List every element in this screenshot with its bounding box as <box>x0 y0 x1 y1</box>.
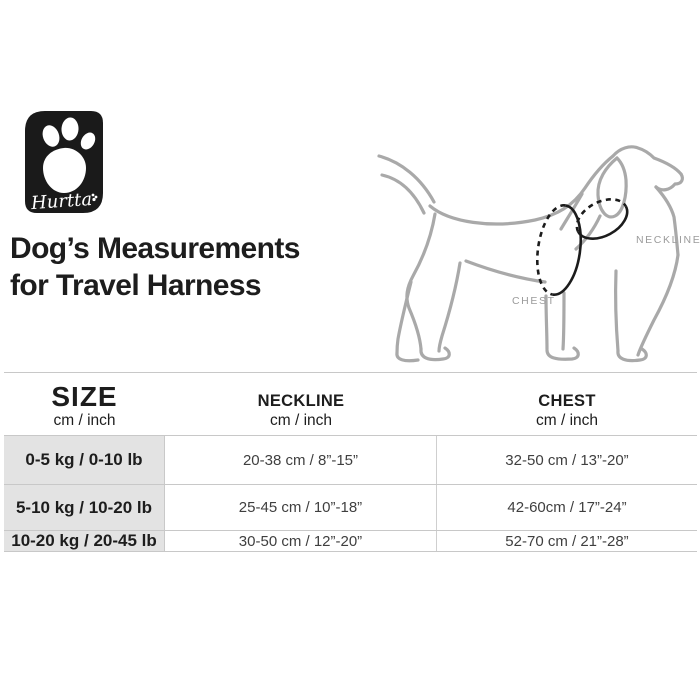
page-title-line1: Dog’s Measurements <box>10 232 300 265</box>
row2-size: 5-10 kg / 10-20 lb <box>4 485 165 530</box>
hurtta-logo: Hurtta <box>25 111 103 214</box>
header-size: SIZE cm / inch <box>4 373 165 435</box>
table-header-row: SIZE cm / inch NECKLINE cm / inch CHEST … <box>4 373 697 435</box>
dog-illustration: NECKLINE CHEST <box>375 122 700 372</box>
header-neckline-label: NECKLINE <box>257 392 345 410</box>
row3-size: 10-20 kg / 20-45 lb <box>4 531 165 551</box>
neckline-label: NECKLINE <box>636 234 700 246</box>
row3-neckline: 30-50 cm / 12”-20” <box>165 531 437 551</box>
row1-neckline: 20-38 cm / 8”-15” <box>165 436 437 484</box>
page-title: Dog’s Measurements for Travel Harness <box>10 230 300 304</box>
chest-ellipse <box>536 204 582 296</box>
row3-chest: 52-70 cm / 21”-28” <box>505 532 629 550</box>
header-neckline-unit: cm / inch <box>269 412 332 429</box>
row1-chest: 32-50 cm / 13”-20” <box>505 451 629 469</box>
dog-outline <box>377 145 684 363</box>
header-size-label: SIZE <box>51 381 118 412</box>
header-chest-label: CHEST <box>538 392 596 410</box>
row2-chest: 42-60cm / 17”-24” <box>507 499 627 516</box>
page-title-line2: for Travel Harness <box>10 269 262 302</box>
row1-size: 0-5 kg / 0-10 lb <box>4 436 165 484</box>
logo-wordmark: Hurtta <box>29 189 92 213</box>
header-chest: CHEST cm / inch <box>437 373 697 435</box>
table-row: 10-20 kg / 20-45 lb 30-50 cm / 12”-20” 5… <box>4 530 697 552</box>
row2-neckline: 25-45 cm / 10”-18” <box>165 485 437 530</box>
neckline-ellipse <box>575 198 629 240</box>
header-size-unit: cm / inch <box>53 412 116 429</box>
table-row: 0-5 kg / 0-10 lb 20-38 cm / 8”-15” 32-50… <box>4 435 697 484</box>
header-chest-unit: cm / inch <box>535 412 598 429</box>
header-neckline: NECKLINE cm / inch <box>165 373 437 435</box>
size-table: SIZE cm / inch NECKLINE cm / inch CHEST … <box>4 372 697 552</box>
paw-icon: Hurtta <box>25 111 103 214</box>
table-row: 5-10 kg / 10-20 lb 25-45 cm / 10”-18” 42… <box>4 484 697 530</box>
chest-label: CHEST <box>512 295 556 307</box>
